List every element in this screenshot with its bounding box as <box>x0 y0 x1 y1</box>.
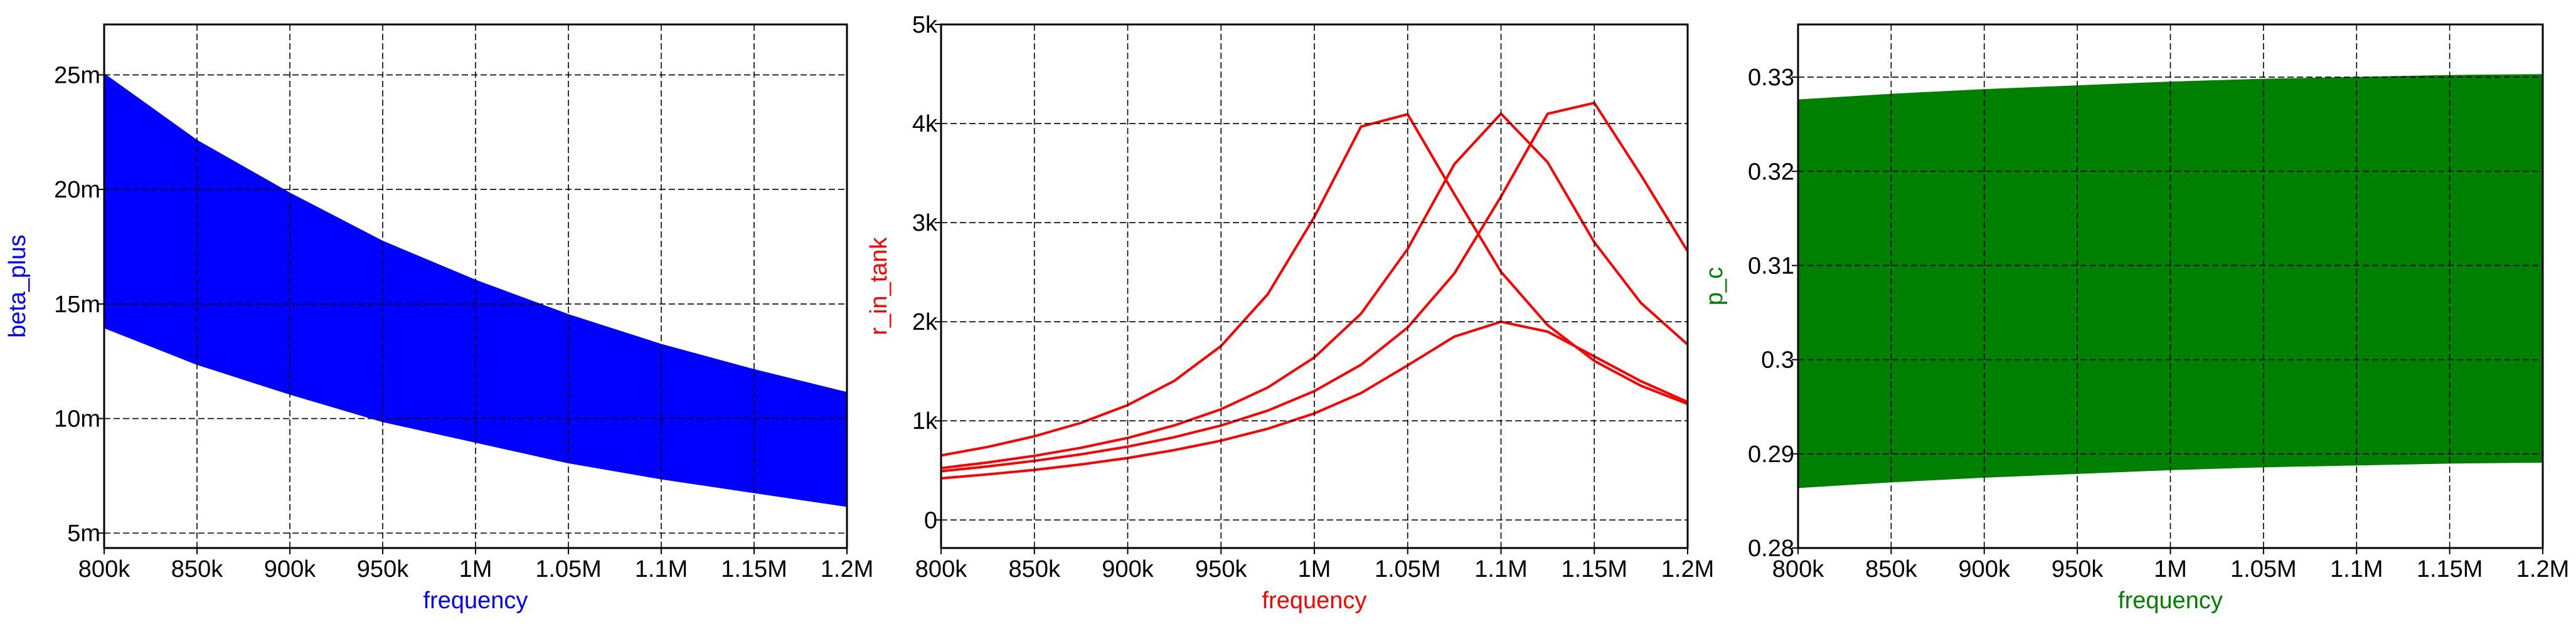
x-tick-label: 1M <box>2154 556 2187 582</box>
panel: 800k 850k 900k 950k 1M 1.05M 1.1M 1.15M 1.2M 5m 10… <box>4 23 873 614</box>
x-tick-label: 850k <box>1009 556 1061 582</box>
x-tick-label: 1M <box>459 556 492 582</box>
panel: 800k 850k 900k 950k 1M 1.05M 1.1M 1.15M 1.2M 0.28… <box>1701 23 2569 614</box>
y-tick-label: 10m <box>54 406 100 433</box>
x-tick-label: 800k <box>78 556 130 582</box>
x-tick-label: 1.2M <box>1661 556 1714 582</box>
x-tick-label: 1.1M <box>2330 556 2383 582</box>
y-tick-label: 20m <box>54 177 100 203</box>
plot-frame <box>940 23 1689 549</box>
x-tick-label: 1.05M <box>2230 556 2297 582</box>
x-axis-label: frequency <box>423 587 528 614</box>
x-tick-label: 850k <box>171 556 223 582</box>
y-tick-label: 0.33 <box>1748 65 1794 91</box>
plot-frame <box>103 23 848 549</box>
x-tick-label: 950k <box>1195 556 1247 582</box>
y-tick-label: 25m <box>54 62 100 88</box>
x-tick-label: 1M <box>1298 556 1331 582</box>
y-tick-label: 0.29 <box>1748 441 1794 468</box>
panel: 800k 850k 900k 950k 1M 1.05M 1.1M 1.15M 1.2M 0 1k 2… <box>866 12 1714 614</box>
x-tick-label: 1.05M <box>1375 556 1441 582</box>
series-line <box>104 142 847 424</box>
x-tick-label: 900k <box>1102 556 1154 582</box>
x-tick-label: 1.1M <box>1474 556 1527 582</box>
x-tick-label: 900k <box>1959 556 2011 582</box>
y-tick-label: 0.32 <box>1748 159 1794 185</box>
x-tick-label: 850k <box>1865 556 1917 582</box>
x-axis-label: frequency <box>1262 587 1367 614</box>
x-tick-label: 800k <box>915 556 967 582</box>
x-tick-label: 1.2M <box>821 556 873 582</box>
series-line <box>1798 238 2543 267</box>
y-tick-label: 0 <box>924 507 937 534</box>
y-tick-label: 4k <box>912 111 938 137</box>
y-tick-label: 0.28 <box>1748 535 1794 562</box>
y-tick-label: 1k <box>912 408 938 435</box>
x-tick-label: 950k <box>357 556 409 582</box>
series-line <box>1798 154 2543 182</box>
x-tick-label: 1.15M <box>721 556 787 582</box>
x-tick-label: 1.15M <box>2417 556 2483 582</box>
x-tick-label: 1.05M <box>535 556 602 582</box>
y-tick-label: 3k <box>912 210 938 236</box>
y-tick-label: 2k <box>912 309 938 335</box>
x-tick-label: 950k <box>2052 556 2104 582</box>
x-tick-label: 1.1M <box>635 556 688 582</box>
y-tick-label: 5m <box>67 520 100 547</box>
y-axis-label: r_in_tank <box>866 236 892 335</box>
x-tick-label: 1.15M <box>1561 556 1627 582</box>
y-tick-label: 15m <box>54 292 100 318</box>
x-tick-label: 900k <box>264 556 316 582</box>
y-axis-label: beta_plus <box>4 234 31 338</box>
series-line <box>1798 333 2543 361</box>
x-tick-label: 800k <box>1772 556 1824 582</box>
y-tick-label: 5k <box>912 12 938 38</box>
x-tick-label: 1.2M <box>2516 556 2569 582</box>
plot-frame <box>1797 23 2544 549</box>
y-tick-label: 0.31 <box>1748 253 1794 279</box>
y-tick-label: 0.3 <box>1761 347 1794 374</box>
x-axis-label: frequency <box>2118 587 2223 614</box>
y-axis-label: p_c <box>1701 267 1728 305</box>
series-line <box>941 102 1688 473</box>
